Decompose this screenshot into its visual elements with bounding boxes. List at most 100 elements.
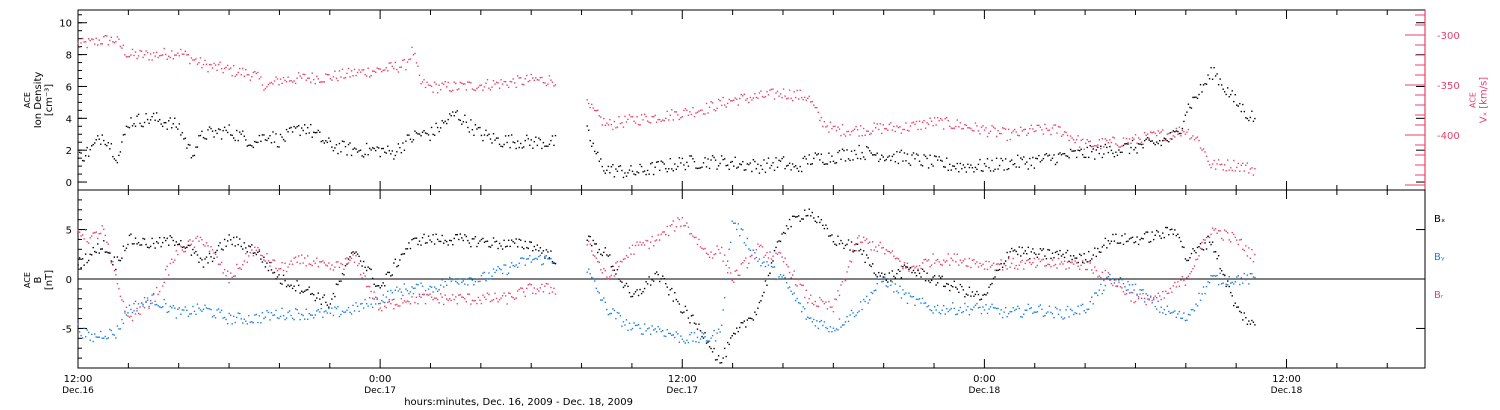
by-series-point [813, 318, 815, 321]
bx-series-point [459, 233, 461, 235]
density-series-point [411, 141, 413, 143]
vx-series-point [172, 57, 174, 60]
bx-series-point [1047, 248, 1049, 251]
density-series-point [353, 147, 356, 149]
bx-series-point [734, 333, 736, 335]
bz-series-point [1010, 262, 1013, 265]
bz-series-point [840, 284, 842, 286]
vx-series-point [707, 112, 709, 114]
by-series-point [341, 310, 344, 313]
bx-series-point [740, 322, 742, 324]
density-series-point [548, 143, 551, 146]
by-series-point [1078, 313, 1081, 315]
bx-series-point [1068, 260, 1070, 263]
by-series-point [1020, 316, 1022, 318]
bz-series-point [655, 239, 658, 241]
density-series-point [858, 144, 860, 147]
bz-series-point [187, 240, 190, 242]
vx-series-point [300, 77, 303, 79]
vx-series-point [1127, 141, 1129, 144]
bz-series-point [266, 253, 268, 255]
density-series-point [690, 155, 693, 157]
vx-series-point [640, 114, 643, 116]
bx-series-point [255, 253, 258, 256]
bx-series-point [382, 282, 384, 284]
by-series-point [1165, 313, 1167, 316]
vx-series-point [1213, 159, 1215, 162]
by-series-point [346, 309, 348, 312]
by-series-point [740, 228, 742, 230]
density-series-point [196, 146, 199, 148]
density-series-point [219, 128, 221, 131]
bx-series-point [402, 253, 404, 255]
bz-series-point [231, 276, 233, 279]
p2-ylabel: ACE B [nT] [23, 270, 55, 290]
bx-series-point [174, 244, 176, 246]
density-series-point [278, 146, 280, 148]
bz-series-point [174, 259, 176, 261]
bz-series-point [486, 292, 489, 294]
density-series-point [1151, 140, 1153, 142]
xtick-date-label: Dec.18 [1271, 386, 1303, 396]
bz-series-point [1137, 297, 1140, 300]
by-series-point [184, 306, 187, 308]
by-series-point [1245, 278, 1247, 281]
bx-series-point [785, 225, 788, 227]
density-series-point [523, 146, 525, 148]
by-series-point [299, 318, 301, 321]
bx-series-point [161, 241, 164, 244]
density-series-point [190, 157, 193, 159]
bz-series-point [594, 255, 596, 257]
by-series-point [1071, 309, 1073, 312]
bx-series-point [677, 300, 679, 303]
bz-series-point [702, 248, 705, 250]
vx-series-point [1095, 145, 1097, 147]
bx-series-point [166, 237, 168, 240]
vx-series-point [122, 44, 125, 46]
bz-series-point [412, 292, 415, 295]
density-series-point [152, 112, 155, 115]
vx-series-point [186, 54, 188, 56]
bx-series-point [1083, 253, 1085, 255]
bx-series-point [808, 208, 810, 210]
bz-series-point [855, 249, 857, 252]
by-series-point [477, 280, 480, 283]
bz-series-point [193, 246, 196, 249]
bx-series-point [86, 261, 88, 264]
bz-series-point [553, 287, 555, 290]
bz-series-point [657, 234, 659, 236]
bz-series-point [181, 249, 184, 251]
bz-series-point [1110, 282, 1113, 285]
density-series-point [649, 163, 652, 165]
bx-series-point [142, 237, 144, 240]
bz-series-point [790, 277, 792, 279]
bz-series-point [169, 262, 171, 265]
bz-series-point [438, 302, 440, 304]
density-series-point [1254, 117, 1256, 120]
bz-series-point [530, 284, 532, 286]
by-series-point [680, 335, 682, 337]
vx-series-point [826, 125, 829, 127]
bx-series-point [751, 317, 753, 320]
by-series-point [651, 325, 653, 327]
bz-series-point [607, 277, 610, 280]
vx-series-point [1088, 140, 1090, 143]
bz-series-point [822, 300, 824, 303]
bx-series-point [707, 341, 709, 343]
bx-series-point [269, 261, 271, 264]
by-series-point [778, 276, 780, 278]
bz-series-point [545, 282, 548, 285]
by-series-point [838, 318, 841, 320]
bx-series-point [829, 235, 832, 237]
density-series-point [279, 133, 282, 136]
bx-series-point [387, 271, 389, 274]
bz-series-point [681, 217, 684, 219]
vx-series-point [393, 67, 395, 70]
vx-series-point [305, 79, 307, 81]
bx-series-point [885, 279, 887, 282]
density-series-point [1146, 137, 1149, 139]
bz-series-point [832, 310, 835, 313]
bz-series-point [278, 268, 280, 270]
vx-series-point [603, 117, 605, 120]
density-series-point [384, 151, 386, 153]
